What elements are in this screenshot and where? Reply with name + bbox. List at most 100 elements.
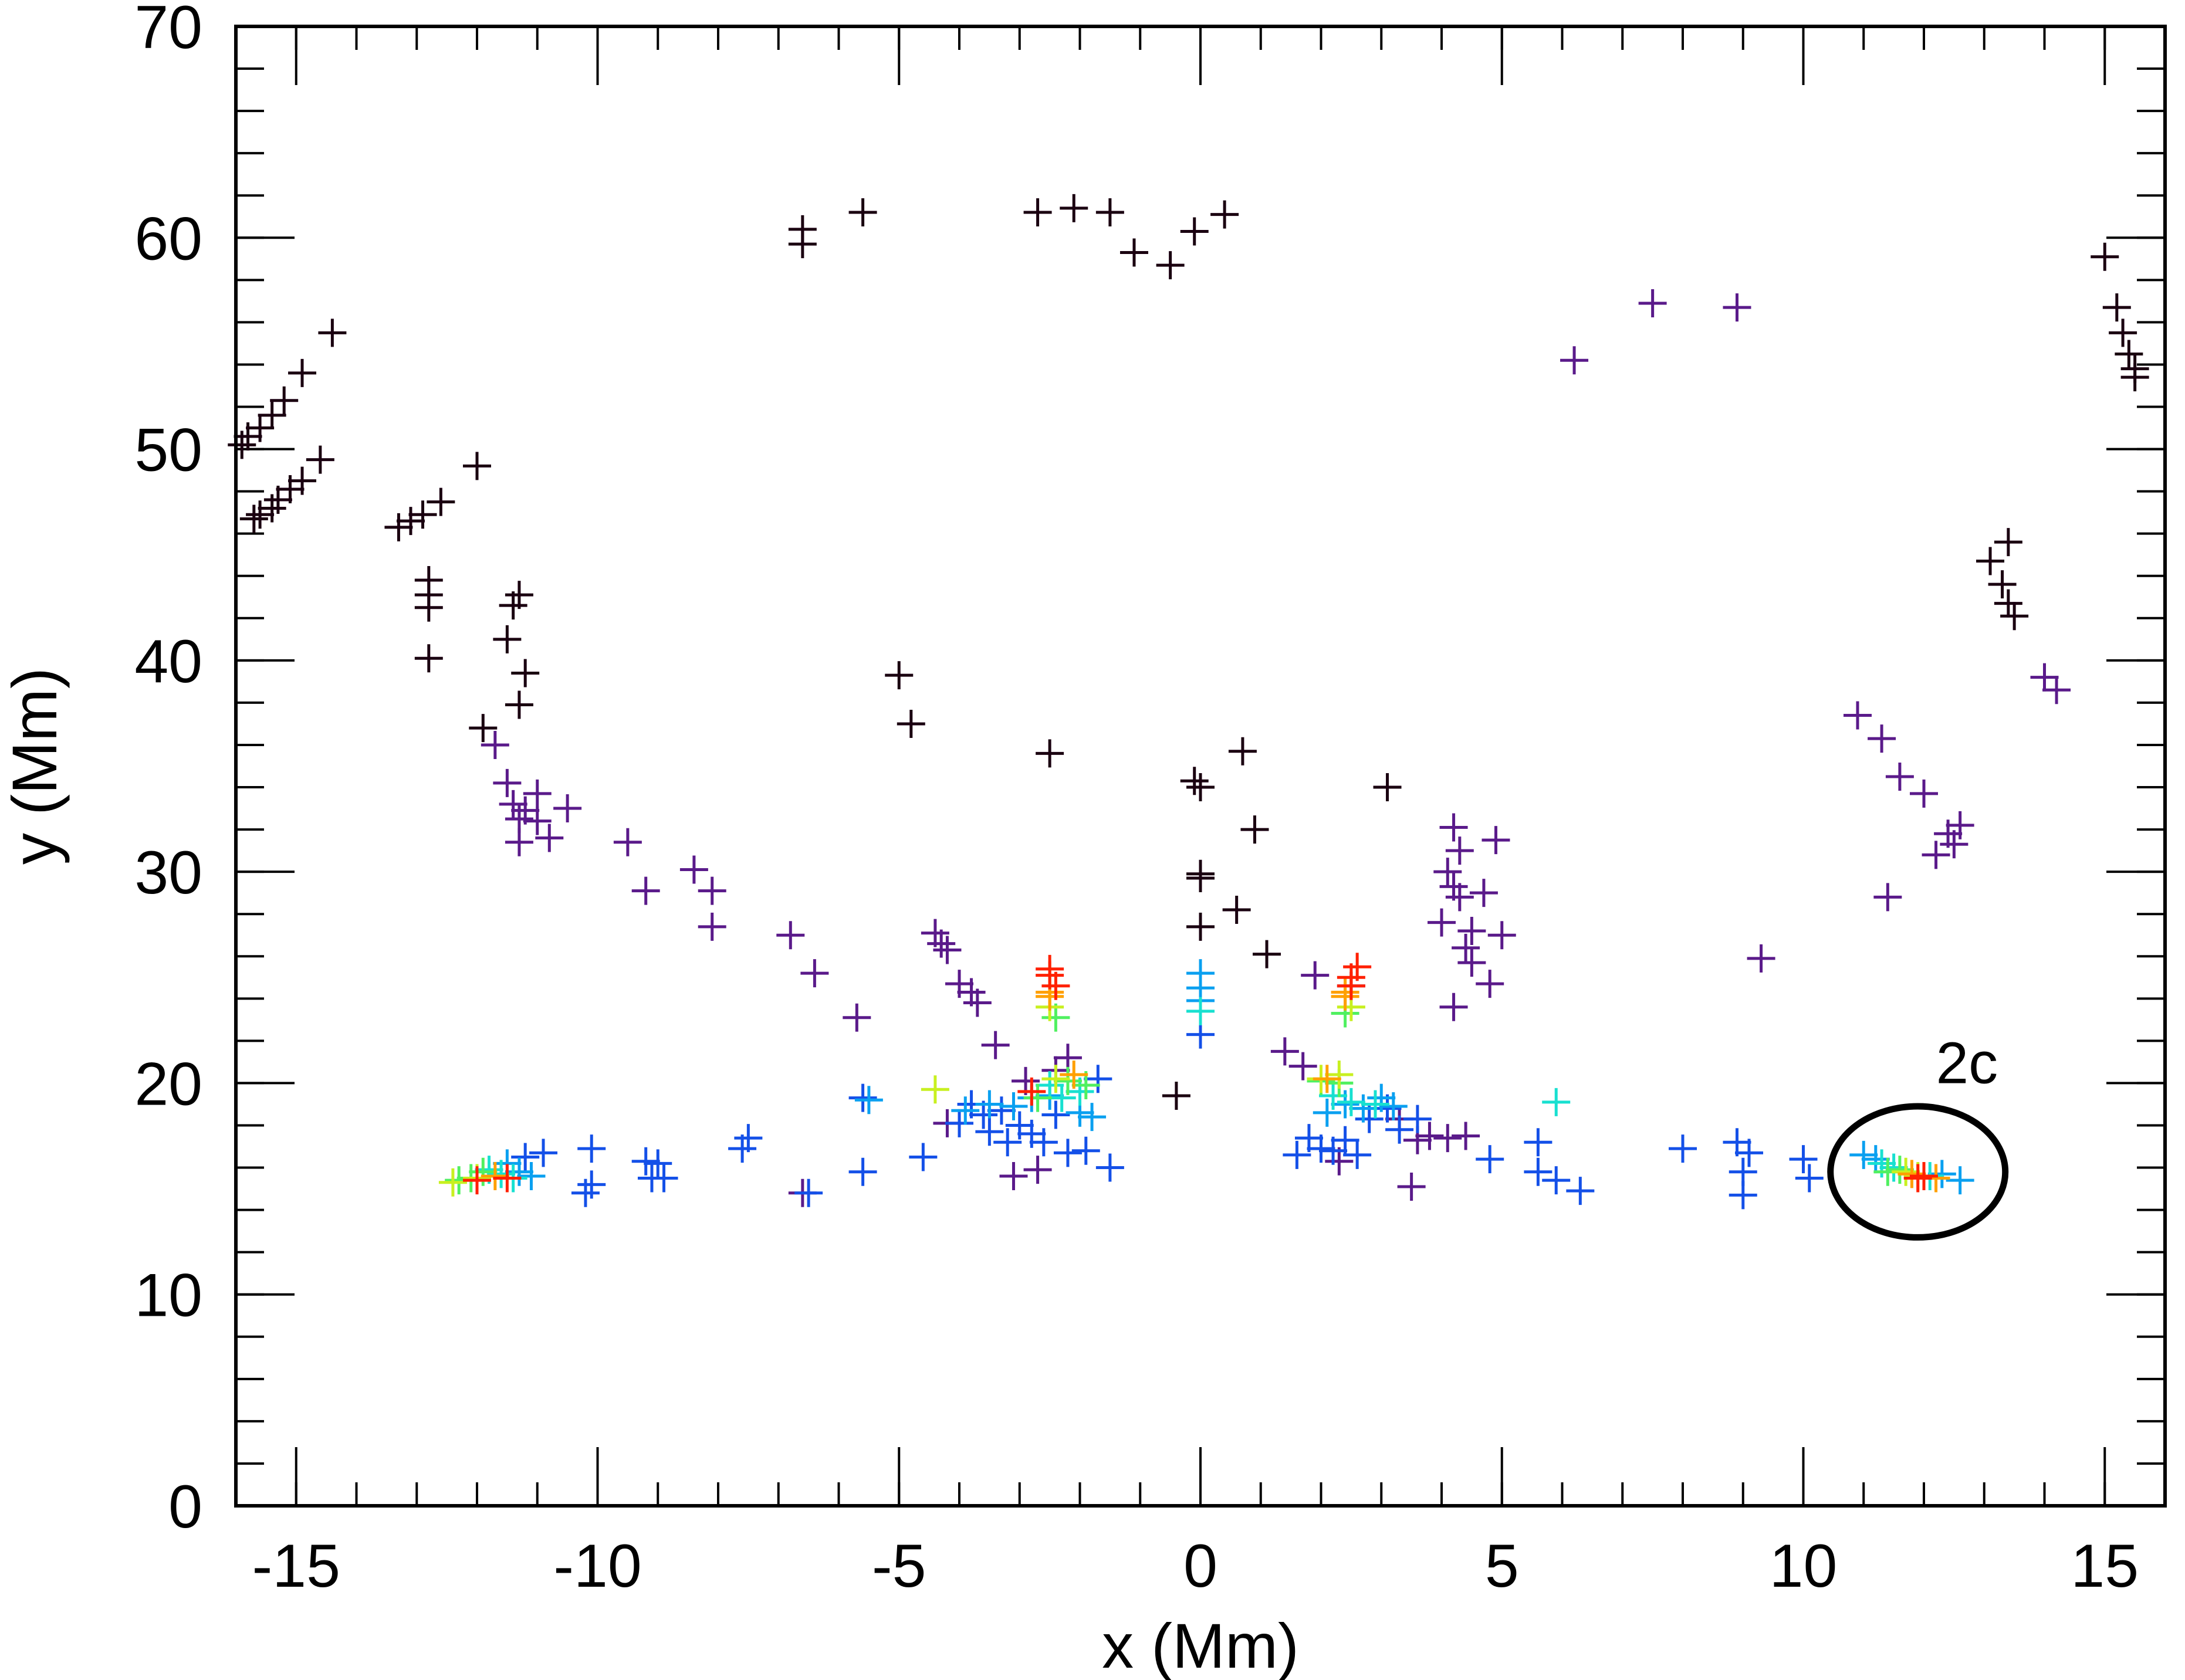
data-point bbox=[1301, 961, 1330, 990]
x-tick-label: -15 bbox=[252, 1532, 340, 1600]
data-point bbox=[2120, 363, 2149, 392]
data-point bbox=[1180, 767, 1209, 795]
data-point bbox=[1162, 1082, 1190, 1110]
annotations: 2c bbox=[1827, 1030, 2009, 1241]
data-point bbox=[999, 1161, 1028, 1190]
data-point bbox=[975, 1090, 1004, 1119]
data-point bbox=[1071, 1136, 1100, 1165]
axis-ticks bbox=[235, 25, 2166, 1507]
data-point bbox=[885, 661, 914, 690]
data-point bbox=[2109, 319, 2137, 347]
y-tick-label: 40 bbox=[134, 628, 202, 696]
data-point bbox=[1397, 1172, 1426, 1201]
data-point bbox=[1910, 779, 1938, 808]
data-point bbox=[1976, 547, 2005, 575]
data-point bbox=[1879, 1153, 1908, 1182]
data-point bbox=[1946, 1166, 1974, 1195]
data-point bbox=[1288, 1052, 1317, 1081]
data-point bbox=[909, 1143, 938, 1171]
data-point bbox=[1560, 346, 1589, 375]
data-point bbox=[1041, 971, 1070, 1000]
data-point bbox=[1385, 1115, 1414, 1144]
data-point bbox=[993, 1128, 1022, 1157]
data-point bbox=[577, 1134, 606, 1163]
data-point bbox=[794, 1178, 823, 1207]
data-point bbox=[613, 828, 642, 856]
data-point bbox=[1922, 841, 1950, 869]
data-point bbox=[1053, 1139, 1082, 1167]
data-point bbox=[1186, 912, 1215, 941]
data-point bbox=[408, 500, 437, 529]
data-point bbox=[318, 319, 347, 347]
data-point bbox=[776, 921, 805, 950]
data-point bbox=[270, 386, 299, 415]
data-point bbox=[1337, 971, 1365, 1000]
data-point bbox=[1041, 1100, 1070, 1129]
data-point bbox=[246, 500, 275, 529]
data-point bbox=[487, 1160, 516, 1188]
data-point bbox=[288, 358, 317, 387]
data-point bbox=[1994, 589, 2022, 618]
data-point bbox=[1060, 194, 1088, 222]
data-point bbox=[1795, 1164, 1824, 1193]
x-tick-label: 5 bbox=[1485, 1532, 1519, 1600]
y-tick-label: 0 bbox=[168, 1473, 202, 1541]
highlight-ellipse bbox=[1827, 1103, 2009, 1241]
data-point bbox=[1186, 863, 1215, 892]
data-point bbox=[2042, 676, 2071, 704]
data-point bbox=[987, 1096, 1016, 1125]
data-point bbox=[1445, 836, 1474, 865]
data-point bbox=[1903, 1164, 1932, 1193]
data-point bbox=[469, 714, 498, 743]
data-point bbox=[2091, 242, 2119, 271]
data-point bbox=[854, 1086, 883, 1115]
data-point bbox=[1379, 1092, 1408, 1121]
data-point bbox=[1361, 1090, 1389, 1119]
data-point bbox=[505, 1157, 533, 1186]
data-point bbox=[1253, 940, 1281, 968]
x-tick-label: 0 bbox=[1183, 1532, 1217, 1600]
data-point bbox=[288, 466, 317, 495]
data-point bbox=[1428, 908, 1456, 937]
data-point bbox=[1095, 198, 1124, 227]
data-point bbox=[1487, 921, 1516, 950]
data-point bbox=[1861, 1145, 1890, 1174]
data-point bbox=[1729, 1157, 1757, 1186]
data-point bbox=[511, 1143, 540, 1171]
x-tick-label: 10 bbox=[1770, 1532, 1838, 1600]
x-axis-label: x (Mm) bbox=[1102, 1610, 1299, 1680]
data-point bbox=[631, 1147, 660, 1176]
data-point bbox=[1457, 949, 1486, 977]
data-point bbox=[800, 959, 829, 988]
data-point bbox=[1060, 1061, 1088, 1089]
data-point bbox=[945, 1109, 973, 1137]
data-point bbox=[499, 790, 527, 818]
x-tick-label: -5 bbox=[872, 1532, 926, 1600]
data-point bbox=[728, 1134, 757, 1163]
data-point bbox=[493, 625, 522, 653]
data-point bbox=[1186, 773, 1215, 802]
data-point bbox=[1849, 1140, 1878, 1169]
series-teal bbox=[475, 997, 1944, 1193]
data-point bbox=[963, 988, 992, 1017]
data-point bbox=[1047, 1083, 1076, 1112]
data-point bbox=[414, 593, 443, 622]
data-point bbox=[679, 855, 708, 884]
data-point bbox=[1078, 1103, 1107, 1132]
data-point bbox=[1469, 879, 1498, 907]
data-point bbox=[481, 1161, 509, 1190]
data-point bbox=[2115, 340, 2143, 368]
data-point bbox=[1319, 1082, 1348, 1110]
series-blue-band bbox=[511, 1020, 1824, 1210]
data-point bbox=[1439, 813, 1468, 842]
data-point bbox=[1638, 289, 1667, 317]
data-point bbox=[1349, 1094, 1378, 1123]
y-axis-label: y (Mm) bbox=[0, 668, 70, 865]
data-point bbox=[511, 659, 540, 687]
data-point bbox=[523, 807, 552, 835]
x-tick-label: 15 bbox=[2071, 1532, 2139, 1600]
data-point bbox=[1566, 1177, 1595, 1205]
data-point bbox=[1927, 1160, 1956, 1188]
data-point bbox=[1017, 1077, 1046, 1106]
data-point bbox=[2102, 293, 2131, 322]
